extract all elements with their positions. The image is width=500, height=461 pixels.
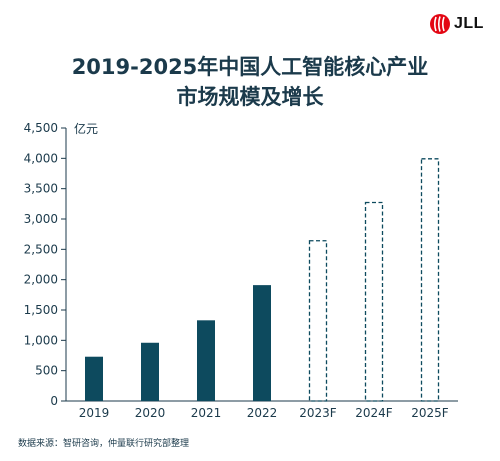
y-tick-label: 4,500 xyxy=(24,121,58,135)
x-tick-label: 2024F xyxy=(355,406,393,420)
y-tick-label: 2,500 xyxy=(24,242,58,256)
y-tick-label: 500 xyxy=(35,364,58,378)
data-source-note: 数据来源：智研咨询，仲量联行研究部整理 xyxy=(18,439,190,449)
y-unit-label: 亿元 xyxy=(74,121,98,136)
y-tick-label: 3,000 xyxy=(24,212,58,226)
bar-forecast xyxy=(420,158,440,402)
jll-logo-mark-icon xyxy=(430,14,450,34)
chart-title-line-2: 市场规模及增长 xyxy=(176,85,324,109)
x-tick-label: 2019 xyxy=(79,406,110,420)
jll-logo: JLL xyxy=(430,14,484,34)
y-tick-label: 0 xyxy=(50,394,58,408)
y-tick-label: 1,000 xyxy=(24,333,58,347)
x-tick-label: 2021 xyxy=(191,406,222,420)
x-tick-label: 2023F xyxy=(299,406,337,420)
y-tick-label: 3,500 xyxy=(24,182,58,196)
y-tick-label: 2,000 xyxy=(24,273,58,287)
chart-title-line-1: 2019-2025年中国人工智能核心产业 xyxy=(71,55,429,79)
bar xyxy=(141,342,159,401)
y-tick-label: 1,500 xyxy=(24,303,58,317)
x-tick-label: 2022 xyxy=(247,406,278,420)
bar xyxy=(253,285,271,401)
bar-forecast xyxy=(364,201,384,402)
x-tick-label: 2020 xyxy=(135,406,166,420)
jll-logo-text: JLL xyxy=(454,15,484,32)
bar xyxy=(197,320,215,401)
y-tick-label: 4,000 xyxy=(24,151,58,165)
chart-title: 2019-2025年中国人工智能核心产业 市场规模及增长 xyxy=(0,52,500,112)
bar-forecast xyxy=(308,240,328,402)
bar xyxy=(85,356,103,401)
x-tick-label: 2025F xyxy=(411,406,449,420)
